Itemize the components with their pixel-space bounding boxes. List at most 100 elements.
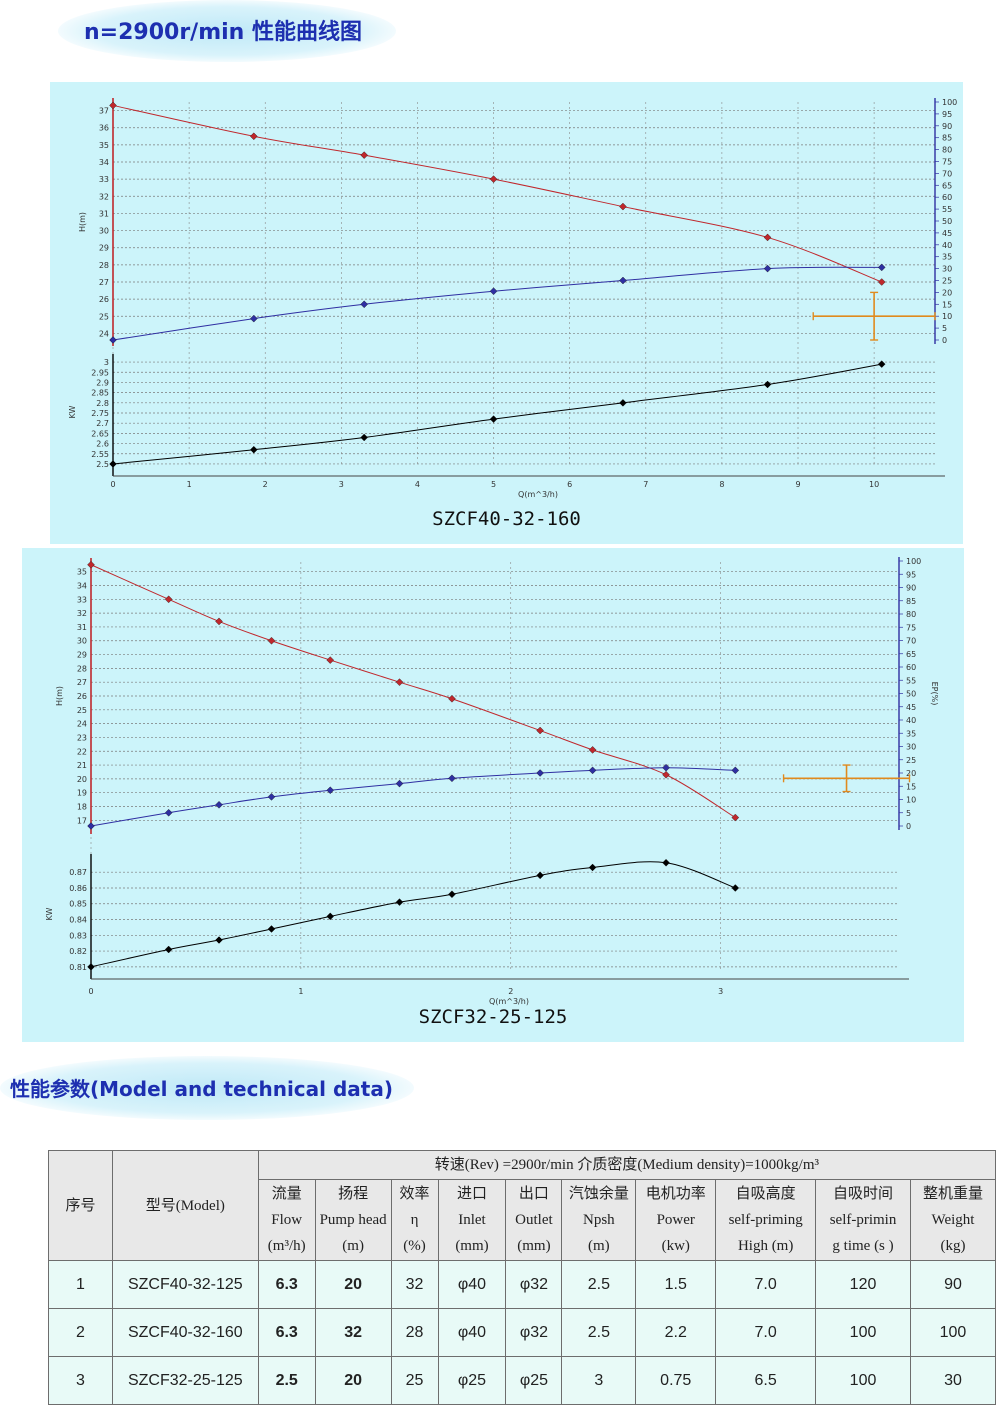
data-point-h [360,151,368,159]
table-cell: φ40 [437,1260,507,1309]
h-tick-label: 21 [77,761,87,770]
eff-tick-label: 30 [942,265,952,274]
x-tick-label: 2 [508,987,513,996]
h-tick-label: 25 [99,312,109,321]
data-point-eff [731,766,740,775]
kw-tick-label: 0.86 [69,884,87,893]
table-cell: 0.75 [635,1356,717,1405]
table-cell: φ32 [505,1308,563,1357]
h-tick-label: 24 [99,329,109,338]
eff-tick-label: 80 [906,610,916,619]
eff-tick-label: 5 [942,324,947,333]
data-point-kw [267,925,276,933]
col-header-6: 电机功率 Power (kw) [635,1179,717,1261]
data-point-eff [360,300,368,309]
data-point-h [731,813,740,822]
table-cell: 6.3 [257,1308,316,1357]
table-cell: 6.5 [715,1356,817,1405]
eff-tick-label: 100 [906,557,921,566]
eff-tick-label: 25 [942,277,952,286]
kw-tick-label: 0.87 [69,868,87,877]
eff-tick-label: 40 [906,716,916,725]
params-title: 性能参数(Model and technical data) [10,1077,393,1101]
eff-tick-label: 100 [942,98,957,107]
eff-tick-label: 60 [942,193,952,202]
h-tick-label: 30 [99,227,109,236]
series-line-h [112,104,882,283]
eff-tick-label: 50 [906,690,916,699]
data-point-kw [109,460,117,468]
table-cell: 6.3 [257,1260,316,1309]
eff-tick-label: 85 [906,597,916,606]
eff-tick-label: 95 [942,110,952,119]
data-point-eff [536,769,544,777]
data-point-h [267,636,276,645]
data-point-eff [267,793,276,801]
kw-tick-label: 2.5 [96,460,109,469]
col-header-2: 效率 η (%) [390,1179,439,1261]
h-tick-label: 24 [77,720,87,729]
table-cell: 25 [390,1356,439,1405]
table-cell: 90 [909,1260,997,1309]
data-point-h [877,278,886,286]
table-cell: SZCF40-32-160 [111,1308,259,1357]
eff-tick-label: 0 [942,336,947,345]
series-line-h [90,564,736,818]
h-tick-label: 29 [99,244,109,253]
data-point-eff [662,763,670,772]
data-point-h [87,560,95,569]
data-point-kw [662,858,670,867]
eff-tick-label: 25 [906,756,916,765]
data-point-h [395,678,404,686]
eff-tick-label: 85 [942,134,952,143]
table-cell: 3 [561,1356,637,1405]
data-point-kw [326,912,335,921]
data-point-eff [109,336,117,344]
table-cell: 120 [815,1260,911,1309]
x-tick-label: 9 [795,480,800,489]
series-line-eff [112,266,882,341]
h-tick-label: 25 [77,706,87,715]
data-point-eff [215,801,223,809]
table-cell: 32 [390,1260,439,1309]
h-tick-label: 33 [99,175,109,184]
eff-tick-label: 40 [942,241,952,250]
x-axis-label: Q(m^3/h) [489,997,529,1006]
h-tick-label: 37 [99,107,109,116]
eff-tick-label: 10 [942,312,952,321]
h-tick-label: 26 [99,295,109,304]
chart-caption: SZCF40-32-160 [432,508,581,530]
data-point-kw [360,433,368,442]
data-point-h [489,175,498,183]
kw-tick-label: 0.85 [69,900,87,909]
data-point-kw [250,445,258,454]
table-cell: φ25 [437,1356,507,1405]
col-header-model: 型号(Model) [111,1150,259,1261]
x-tick-label: 4 [415,480,420,489]
h-tick-label: 29 [77,651,87,660]
chart-panel-1: 24 25 26 27 28 29 30 31 32 33 34 35 36 37 2.5 2.55 2.6 2.… [50,82,963,544]
eff-tick-label: 90 [942,122,952,131]
eff-tick-label: 15 [906,782,916,791]
data-point-eff [326,786,335,795]
x-tick-label: 0 [110,480,115,489]
eff-tick-label: 45 [942,229,952,238]
eff-tick-label: 75 [906,623,916,632]
chart-panel-2: 17 18 19 20 21 22 23 24 25 26 27 28 29 30 31 32 33 34 35 0.… [22,548,964,1042]
h-tick-label: 31 [99,209,109,218]
kw-tick-label: 2.75 [91,409,109,418]
kw-tick-label: 2.95 [91,368,109,377]
table-header-row: 序号 型号(Model) 转速(Rev) =2900r/min 介质密度(Med… [48,1150,997,1261]
table-cell: 1.5 [635,1260,717,1309]
table-cell: 28 [390,1308,439,1357]
table-cell: SZCF40-32-125 [111,1260,259,1309]
kw-tick-label: 3 [104,358,109,367]
x-tick-label: 3 [339,480,344,489]
x-tick-label: 7 [643,480,648,489]
data-point-kw [619,399,627,407]
eff-tick-label: 75 [942,158,952,167]
data-point-eff [588,766,597,775]
h-tick-label: 34 [99,158,109,167]
table-cell: 2.5 [257,1356,316,1405]
kw-tick-label: 2.6 [96,440,109,449]
